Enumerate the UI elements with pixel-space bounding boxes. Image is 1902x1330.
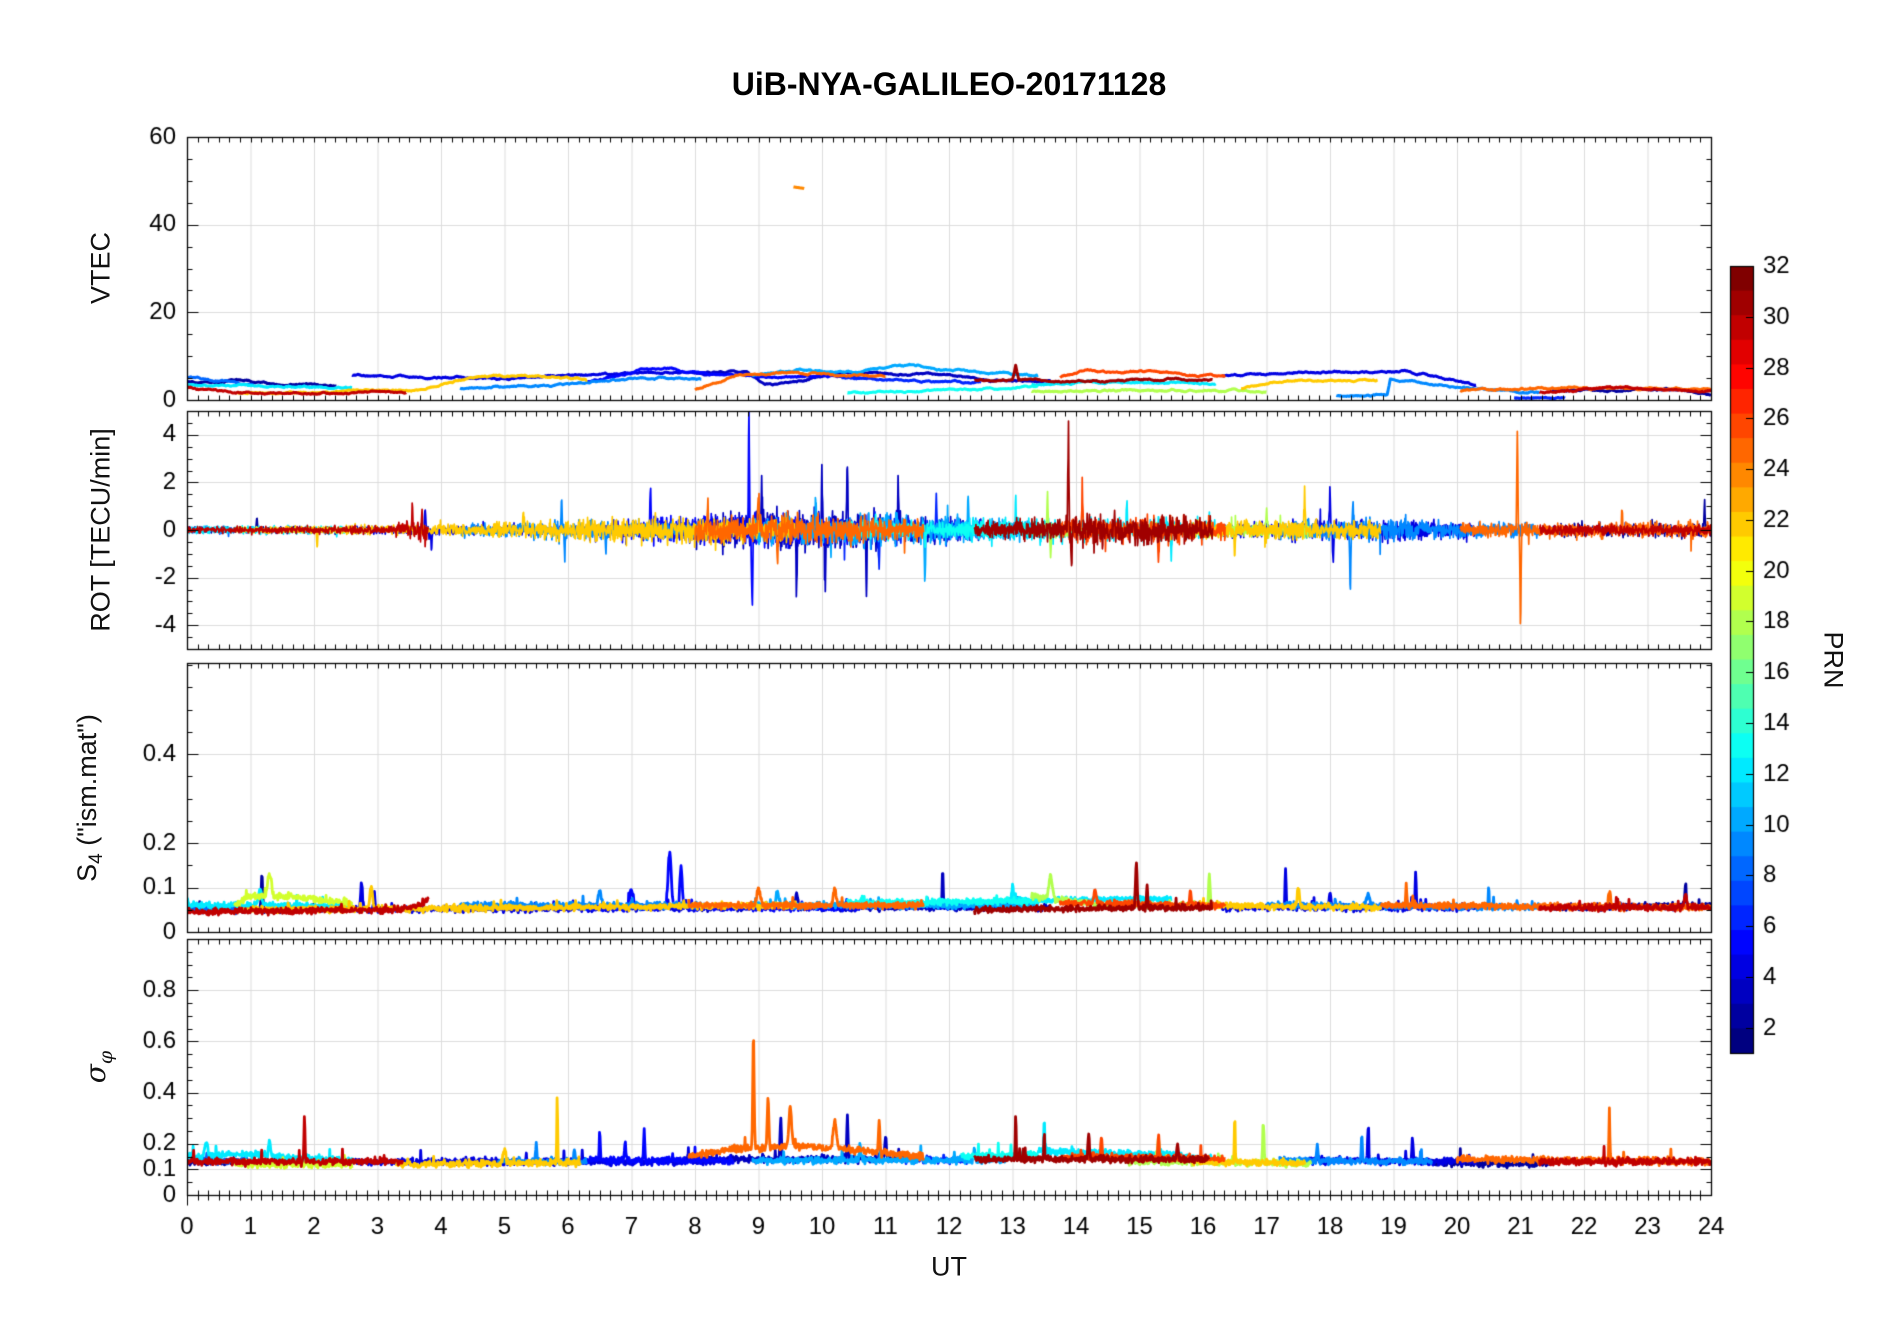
ylabel-sigma-phi: σφ <box>79 1050 117 1084</box>
ylabel-s4: S4 ("ism.mat") <box>71 714 108 882</box>
chart-title: UiB-NYA-GALILEO-20171128 <box>731 66 1167 102</box>
xlabel-ut: UT <box>931 1251 967 1282</box>
ylabel-rot: ROT [TECU/min] <box>85 428 116 632</box>
ylabel-vtec: VTEC <box>85 231 116 305</box>
colorbar-label-prn: PRN <box>1818 631 1849 689</box>
